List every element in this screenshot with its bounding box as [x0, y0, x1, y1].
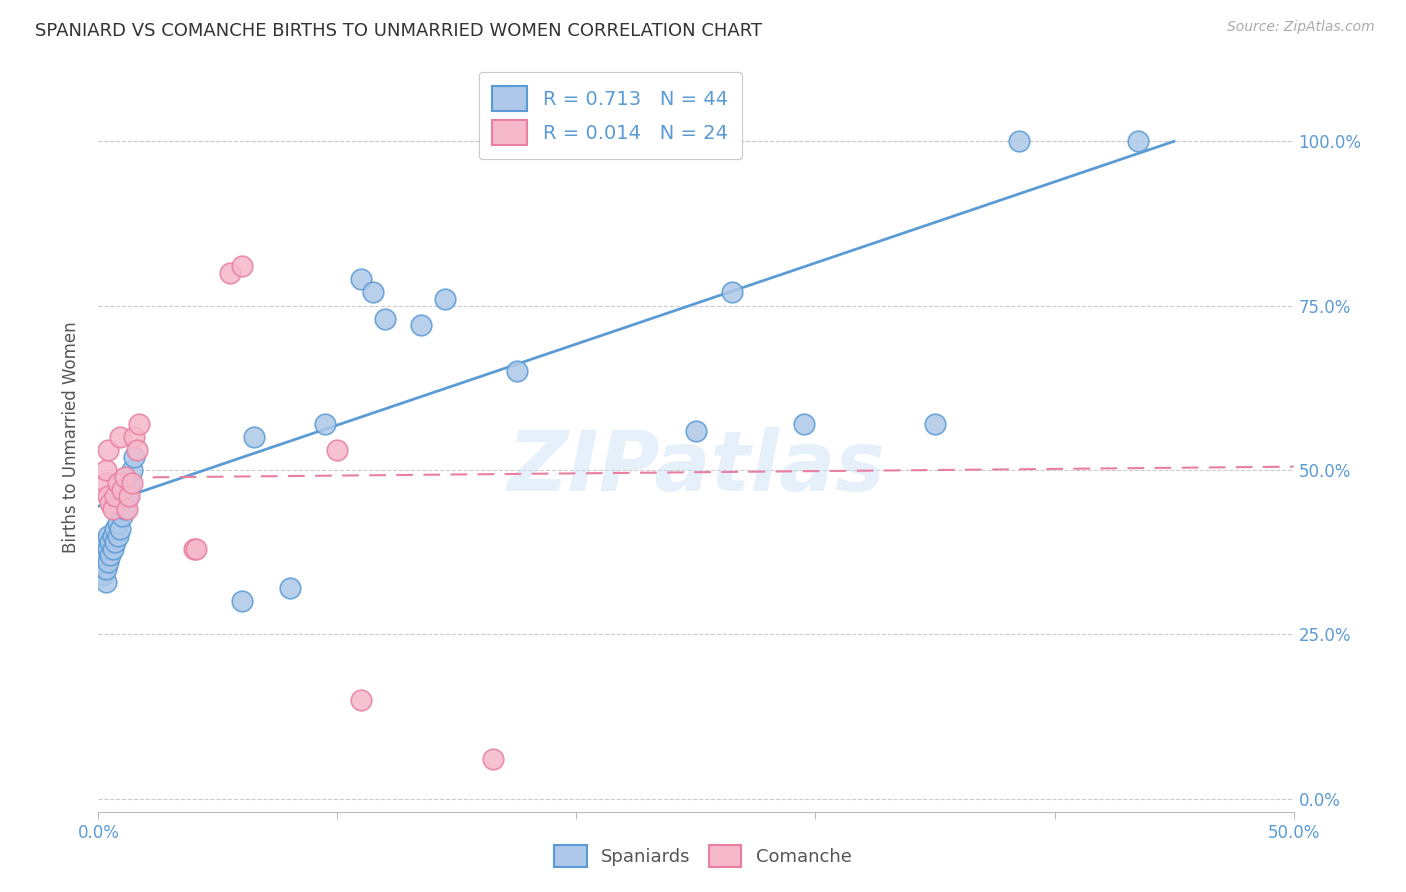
Text: ZIPatlas: ZIPatlas: [508, 426, 884, 508]
Point: [111, 508, 134, 523]
Point: [363, 285, 385, 300]
Point: [186, 541, 208, 556]
Point: [721, 285, 744, 300]
Point: [219, 266, 242, 280]
Point: [97, 529, 120, 543]
Point: [104, 535, 127, 549]
Text: Source: ZipAtlas.com: Source: ZipAtlas.com: [1227, 20, 1375, 34]
Point: [97, 489, 120, 503]
Point: [97, 555, 120, 569]
Point: [231, 594, 253, 608]
Point: [107, 529, 129, 543]
Point: [104, 489, 127, 503]
Point: [90, 549, 112, 563]
Point: [111, 483, 134, 497]
Point: [374, 311, 396, 326]
Point: [350, 272, 373, 286]
Point: [115, 502, 138, 516]
Point: [107, 476, 129, 491]
Point: [94, 574, 117, 589]
Point: [121, 463, 143, 477]
Point: [411, 318, 433, 333]
Point: [231, 259, 253, 273]
Point: [1008, 134, 1031, 148]
Point: [98, 549, 122, 563]
Point: [101, 529, 124, 543]
Y-axis label: Births to Unmarried Women: Births to Unmarried Women: [62, 321, 80, 553]
Point: [506, 364, 529, 378]
Point: [98, 535, 122, 549]
Point: [637, 134, 659, 148]
Point: [108, 430, 131, 444]
Point: [94, 535, 117, 549]
Point: [183, 541, 205, 556]
Point: [94, 476, 117, 491]
Point: [350, 693, 373, 707]
Point: [124, 450, 146, 464]
Point: [114, 469, 136, 483]
Point: [434, 292, 457, 306]
Point: [793, 417, 815, 431]
Point: [481, 752, 505, 766]
Point: [243, 430, 266, 444]
Point: [315, 417, 337, 431]
Legend: Spaniards, Comanche: Spaniards, Comanche: [547, 838, 859, 874]
Point: [91, 555, 114, 569]
Point: [104, 522, 127, 536]
Point: [101, 502, 124, 516]
Point: [91, 568, 114, 582]
Point: [685, 424, 707, 438]
Point: [91, 541, 114, 556]
Point: [124, 430, 146, 444]
Point: [90, 561, 112, 575]
Point: [94, 561, 117, 575]
Point: [121, 476, 143, 491]
Point: [326, 443, 349, 458]
Point: [108, 522, 131, 536]
Point: [125, 443, 148, 458]
Point: [98, 496, 122, 510]
Point: [924, 417, 946, 431]
Text: SPANIARD VS COMANCHE BIRTHS TO UNMARRIED WOMEN CORRELATION CHART: SPANIARD VS COMANCHE BIRTHS TO UNMARRIED…: [35, 22, 762, 40]
Point: [118, 476, 141, 491]
Point: [278, 581, 301, 595]
Point: [115, 489, 138, 503]
Point: [94, 549, 117, 563]
Point: [97, 443, 120, 458]
Point: [97, 541, 120, 556]
Point: [101, 541, 124, 556]
Legend: R = 0.713   N = 44, R = 0.014   N = 24: R = 0.713 N = 44, R = 0.014 N = 24: [478, 72, 741, 159]
Point: [118, 489, 141, 503]
Point: [107, 516, 129, 530]
Point: [114, 502, 136, 516]
Point: [94, 463, 117, 477]
Point: [128, 417, 150, 431]
Point: [1128, 134, 1150, 148]
